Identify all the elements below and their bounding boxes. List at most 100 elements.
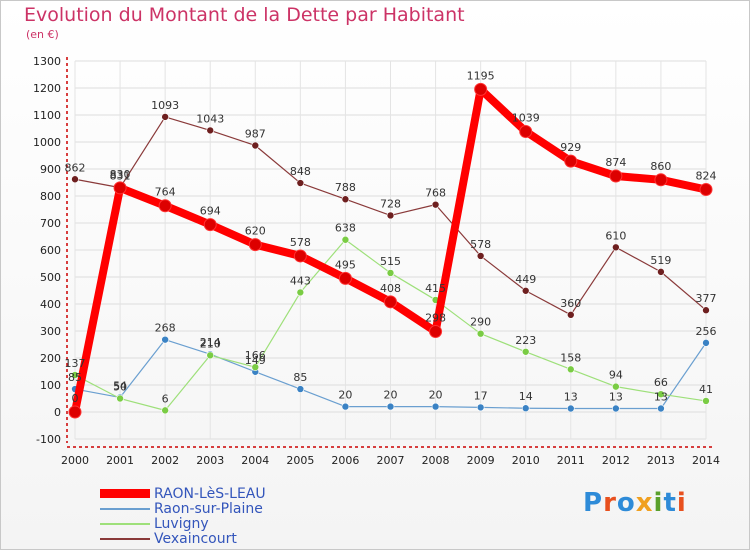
chart-unit-label: (en €) xyxy=(26,28,59,41)
data-label: 85 xyxy=(293,371,307,384)
logo-letter: i xyxy=(653,488,664,518)
data-label: 1195 xyxy=(467,69,495,82)
y-tick-label: 500 xyxy=(40,271,61,284)
data-label: 13 xyxy=(654,390,668,403)
data-label: 1043 xyxy=(196,112,224,125)
y-tick-label: 200 xyxy=(40,352,61,365)
data-label: 137 xyxy=(65,357,86,370)
data-point xyxy=(657,390,665,398)
y-tick-label: -100 xyxy=(36,433,61,446)
data-point xyxy=(476,252,485,260)
y-tick-label: 1300 xyxy=(33,55,61,68)
data-label: 443 xyxy=(290,274,311,287)
data-label: 610 xyxy=(605,229,626,242)
data-label: 41 xyxy=(699,383,713,396)
data-label: 214 xyxy=(200,336,221,349)
legend-swatch xyxy=(100,489,150,498)
data-point xyxy=(338,271,352,285)
legend-label: Raon-sur-Plaine xyxy=(154,500,263,517)
data-label: 20 xyxy=(384,389,398,402)
data-label: 830 xyxy=(110,168,131,181)
data-label: 94 xyxy=(609,369,623,382)
x-tick-label: 2004 xyxy=(241,454,269,467)
y-tick-label: 1200 xyxy=(33,82,61,95)
data-label: 415 xyxy=(425,282,446,295)
data-label: 290 xyxy=(470,316,491,329)
data-label: 860 xyxy=(650,160,671,173)
x-tick-label: 2011 xyxy=(557,454,585,467)
data-point xyxy=(699,183,713,197)
series-layer xyxy=(68,82,713,419)
data-label: 13 xyxy=(564,390,578,403)
data-point xyxy=(431,402,440,411)
data-label: 20 xyxy=(338,389,352,402)
y-tick-label: 800 xyxy=(40,190,61,203)
data-label: 408 xyxy=(380,282,401,295)
data-label: 223 xyxy=(515,334,536,347)
data-point xyxy=(116,394,124,403)
grid-lines xyxy=(74,60,707,440)
data-point xyxy=(293,249,307,263)
x-tick-label: 2002 xyxy=(151,454,179,467)
data-point xyxy=(68,405,82,419)
x-tick-label: 2007 xyxy=(377,454,405,467)
data-point xyxy=(161,113,169,121)
data-point xyxy=(386,269,395,277)
x-tick-label: 2003 xyxy=(196,454,224,467)
chart-title: Evolution du Montant de la Dette par Hab… xyxy=(24,4,465,26)
x-tick-label: 2012 xyxy=(602,454,630,467)
data-point xyxy=(702,306,710,315)
data-point xyxy=(248,238,262,252)
data-label: 694 xyxy=(200,205,221,218)
data-label: 1039 xyxy=(512,111,540,124)
data-point xyxy=(206,126,215,135)
y-tick-label: 400 xyxy=(40,298,61,311)
data-point xyxy=(429,325,443,339)
data-label: 14 xyxy=(519,390,533,403)
logo-letter: t xyxy=(663,488,677,518)
data-label: 50 xyxy=(113,381,127,394)
data-point xyxy=(702,339,710,347)
data-label: 158 xyxy=(560,351,581,364)
data-point xyxy=(158,199,172,213)
data-point xyxy=(431,200,440,209)
data-label: 360 xyxy=(560,297,581,310)
data-label: 578 xyxy=(290,236,311,249)
data-point xyxy=(206,351,215,360)
data-point xyxy=(341,235,350,244)
data-label: 874 xyxy=(605,156,626,169)
logo-letter: i xyxy=(676,488,687,518)
data-label: 519 xyxy=(650,254,671,267)
data-point xyxy=(519,124,533,138)
data-label: 268 xyxy=(155,322,176,335)
y-tick-label: 700 xyxy=(40,217,61,230)
data-point xyxy=(476,403,485,412)
data-point xyxy=(296,288,305,297)
data-point xyxy=(609,169,623,183)
data-point xyxy=(296,179,305,187)
x-tick-label: 2006 xyxy=(331,454,359,467)
logo-letter: r xyxy=(603,488,617,518)
data-point xyxy=(161,335,169,344)
data-point xyxy=(251,141,260,150)
data-label: 788 xyxy=(335,181,356,194)
data-label: 66 xyxy=(654,376,668,389)
data-label: 0 xyxy=(72,392,79,405)
data-point xyxy=(566,365,575,374)
line-chart: -100010020030040050060070080090010001100… xyxy=(33,55,720,467)
y-tick-label: 600 xyxy=(40,244,61,257)
data-label: 824 xyxy=(696,170,717,183)
data-point xyxy=(161,406,169,415)
data-point xyxy=(612,382,620,391)
data-point xyxy=(386,402,395,411)
data-point xyxy=(657,404,665,413)
data-label: 862 xyxy=(65,161,86,174)
data-label: 929 xyxy=(560,141,581,154)
data-point xyxy=(386,211,395,220)
data-point xyxy=(384,295,397,309)
legend-label: RAON-LèS-LEAU xyxy=(154,485,266,502)
legend-item: Raon-sur-Plaine xyxy=(100,500,266,517)
data-label: 256 xyxy=(696,325,717,338)
data-label: 20 xyxy=(429,389,443,402)
